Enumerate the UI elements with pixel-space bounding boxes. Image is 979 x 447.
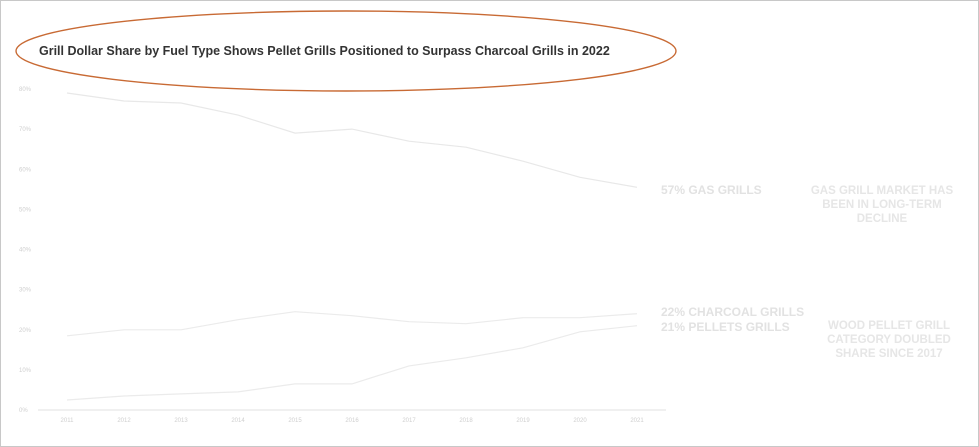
x-tick-label: 2013: [174, 418, 188, 424]
y-tick-label: 50%: [19, 207, 32, 213]
annotation-gas-line-1: GAS GRILL MARKET HAS: [811, 185, 954, 197]
y-tick-label: 70%: [19, 127, 32, 133]
y-axis-ticks: 0% 10% 20% 30% 40% 50% 60% 70% 80%: [19, 87, 32, 414]
y-tick-label: 0%: [19, 408, 28, 414]
annotation-gas-decline: GAS GRILL MARKET HAS BEEN IN LONG-TERM D…: [811, 185, 954, 225]
x-tick-label: 2021: [630, 418, 644, 424]
y-tick-label: 10%: [19, 368, 32, 374]
chart-title: Grill Dollar Share by Fuel Type Shows Pe…: [39, 44, 610, 58]
y-tick-label: 30%: [19, 288, 32, 294]
y-tick-label: 40%: [19, 248, 32, 254]
annotation-gas-line-2: BEEN IN LONG-TERM: [822, 199, 941, 211]
series-line-pellet: [66, 325, 638, 401]
x-tick-label: 2014: [231, 418, 245, 424]
y-tick-label: 80%: [19, 87, 32, 93]
x-tick-label: 2019: [516, 418, 530, 424]
title-highlight-ellipse: [15, 10, 677, 92]
x-tick-label: 2020: [573, 418, 587, 424]
y-tick-label: 20%: [19, 328, 32, 334]
series-label-gas: 57% GAS GRILLS: [661, 183, 762, 197]
x-tick-label: 2012: [117, 418, 131, 424]
series-lines: [66, 92, 638, 401]
annotation-pellet-growth: WOOD PELLET GRILL CATEGORY DOUBLED SHARE…: [827, 320, 951, 360]
series-line-charcoal: [66, 311, 638, 337]
annotation-gas-line-3: DECLINE: [857, 213, 908, 225]
annotation-pellet-line-1: WOOD PELLET GRILL: [828, 320, 950, 332]
x-tick-label: 2011: [61, 418, 75, 424]
x-tick-label: 2016: [345, 418, 359, 424]
annotation-pellet-line-3: SHARE SINCE 2017: [835, 348, 942, 360]
y-tick-label: 60%: [19, 167, 32, 173]
series-label-pellet: 21% PELLETS GRILLS: [661, 320, 790, 334]
annotation-pellet-line-2: CATEGORY DOUBLED: [827, 334, 951, 346]
x-tick-label: 2017: [402, 418, 416, 424]
x-tick-label: 2015: [288, 418, 302, 424]
x-tick-label: 2018: [459, 418, 473, 424]
series-label-charcoal: 22% CHARCOAL GRILLS: [661, 305, 804, 319]
x-axis-ticks: 2011 2012 2013 2014 2015 2016 2017 2018 2019 2020…: [61, 418, 645, 424]
series-line-gas: [66, 92, 638, 188]
